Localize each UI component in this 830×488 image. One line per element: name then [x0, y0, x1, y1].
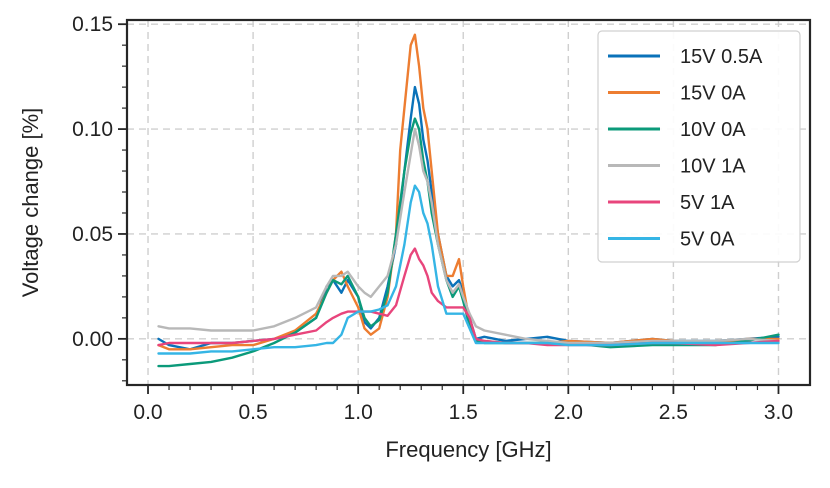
plot-frame	[125, 18, 812, 387]
series-layer	[157, 33, 780, 368]
legend-label-1: 15V 0A	[680, 83, 746, 105]
legend-label-3: 10V 1A	[680, 156, 746, 178]
y-tick-label: 0.15	[72, 13, 113, 36]
x-tick-label: 3.0	[764, 401, 793, 424]
y-tick-label: 0.00	[72, 328, 113, 351]
x-tick-label: 1.0	[344, 401, 373, 424]
legend-label-4: 5V 1A	[680, 192, 735, 214]
y-tick-label: 0.05	[72, 223, 113, 246]
series-line-5	[157, 184, 780, 355]
x-tick-label: 1.5	[449, 401, 478, 424]
legend: 15V 0.5A 15V 0A 10V 0A 10V 1A 5V 1A 5V 0A	[597, 30, 801, 263]
x-tick-label: 0.0	[133, 401, 162, 424]
legend-label-5: 5V 0A	[680, 229, 735, 251]
y-axis: 0.00 0.05 0.10 0.15	[72, 13, 127, 382]
legend-label-0: 15V 0.5A	[680, 46, 763, 68]
x-tick-label: 2.5	[659, 401, 688, 424]
x-axis-label: Frequency [GHz]	[385, 437, 551, 462]
x-tick-label: 2.0	[554, 401, 583, 424]
legend-box	[597, 30, 801, 263]
series-line-4	[157, 247, 780, 347]
y-axis-label: Voltage change [%]	[18, 108, 43, 298]
legend-label-2: 10V 0A	[680, 119, 746, 141]
x-axis: 0.0 0.5 1.0 1.5 2.0 2.5 3.0	[133, 385, 793, 424]
y-tick-label: 0.10	[72, 118, 113, 141]
x-tick-label: 0.5	[238, 401, 267, 424]
series-line-3	[157, 127, 780, 345]
